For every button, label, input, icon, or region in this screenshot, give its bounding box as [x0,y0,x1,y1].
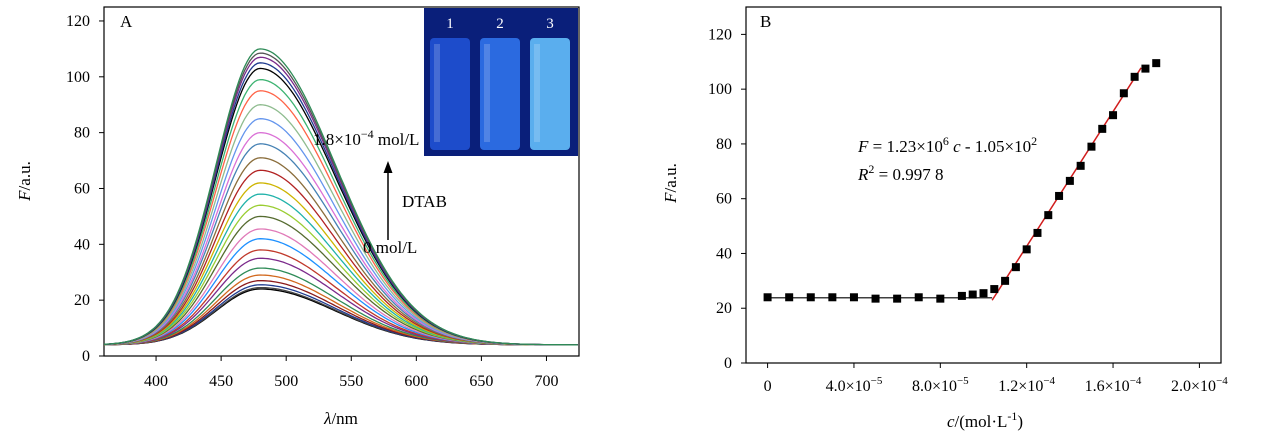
data-point [957,291,966,300]
data-point [806,293,815,302]
panel-a-y-axis-label: F/a.u. [15,161,34,202]
data-point [1076,161,1085,170]
data-point [871,294,880,303]
data-point [1044,211,1053,220]
y-tick-label: 120 [66,13,90,30]
data-point [1130,72,1139,81]
panel-a: 1 2 3 400 450 500 550 600 650 700 0 20 40 60 80 100 120… [15,6,580,428]
data-point [785,293,794,302]
inset-vial-3 [530,38,570,150]
inset-vial-label-2: 2 [496,16,504,32]
data-point [936,294,945,303]
inset-vial-label-3: 3 [546,16,554,32]
data-point [1109,111,1118,120]
panel-b-fit-lines [767,67,1142,301]
inset-vial-highlight-3 [534,44,540,142]
panel-a-inset-photo: 1 2 3 [424,8,578,156]
y-tick-label: 60 [74,180,90,197]
x-tick-label: 8.0×10−5 [912,375,969,395]
data-point [1141,64,1150,73]
data-point [828,293,837,302]
data-point [1022,245,1031,254]
y-tick-label: 0 [724,355,732,372]
x-tick-label: 700 [534,373,558,390]
panel-a-axes: 400 450 500 550 600 650 700 0 20 40 60 80 100 120 [66,13,558,390]
inset-vial-1 [430,38,470,150]
data-point [1065,176,1074,185]
data-point [893,294,902,303]
x-tick-label: 550 [339,373,363,390]
inset-vial-highlight-2 [484,44,490,142]
x-tick-label: 450 [209,373,233,390]
panel-b-data-points [763,59,1161,303]
y-tick-label: 40 [716,245,732,262]
data-point [1152,59,1161,68]
x-tick-label: 600 [404,373,428,390]
inset-vial-label-1: 1 [446,16,454,32]
data-point [1119,89,1128,98]
x-tick-label: 1.6×10−4 [1085,375,1142,395]
data-point [1001,276,1010,285]
data-point [1098,124,1107,133]
data-point [1033,228,1042,237]
panel-b-plot-frame [745,6,1222,364]
data-point [979,289,988,298]
data-point [968,290,977,299]
y-tick-label: 80 [716,136,732,153]
panel-b-y-axis-label: F/a.u. [661,163,680,204]
x-tick-label: 500 [274,373,298,390]
spectrum-curve [103,215,578,346]
data-point [1055,191,1064,200]
y-tick-label: 40 [74,236,90,253]
panel-b: 0 4.0×10−5 8.0×10−5 1.2×10−4 1.6×10−4 2.0×10−… [661,6,1228,431]
data-point [1087,142,1096,151]
data-point [763,293,772,302]
panel-a-arrow-label: DTAB [402,192,447,211]
y-tick-label: 100 [708,81,732,98]
panel-b-x-axis-label: c/(mol·L-1) [947,409,1023,431]
panel-a-top-concentration-label: 1.8×10−4 mol/L [313,127,419,149]
y-tick-label: 20 [716,300,732,317]
y-tick-label: 0 [82,348,90,365]
spectrum-curve [103,48,578,346]
panel-b-regression-equation: F = 1.23×106 c - 1.05×102 [857,134,1037,156]
panel-b-r-squared: R2 = 0.997 8 [857,162,943,184]
panel-b-letter: B [760,12,771,31]
y-tick-label: 100 [66,69,90,86]
panel-b-axes: 0 4.0×10−5 8.0×10−5 1.2×10−4 1.6×10−4 2.0×10−… [708,26,1228,395]
panel-a-x-axis-label: λ/nm [323,409,358,428]
x-tick-label: 4.0×10−5 [826,375,883,395]
panel-a-increase-arrowhead [383,161,393,173]
panel-a-bottom-concentration-label: 0 mol/L [363,238,417,257]
y-tick-label: 20 [74,292,90,309]
y-tick-label: 60 [716,191,732,208]
panel-a-spectra [103,48,578,346]
inset-vial-highlight-1 [434,44,440,142]
panel-a-plot-frame [103,6,580,357]
x-tick-label: 2.0×10−4 [1171,375,1228,395]
data-point [914,293,923,302]
x-tick-label: 650 [469,373,493,390]
data-point [1011,263,1020,272]
data-point [990,285,999,294]
x-tick-label: 0 [764,378,772,395]
inset-vial-2 [480,38,520,150]
y-tick-label: 120 [708,26,732,43]
panel-a-letter: A [120,12,133,31]
y-tick-label: 80 [74,125,90,142]
x-tick-label: 1.2×10−4 [998,375,1055,395]
x-tick-label: 400 [144,373,168,390]
data-point [849,293,858,302]
